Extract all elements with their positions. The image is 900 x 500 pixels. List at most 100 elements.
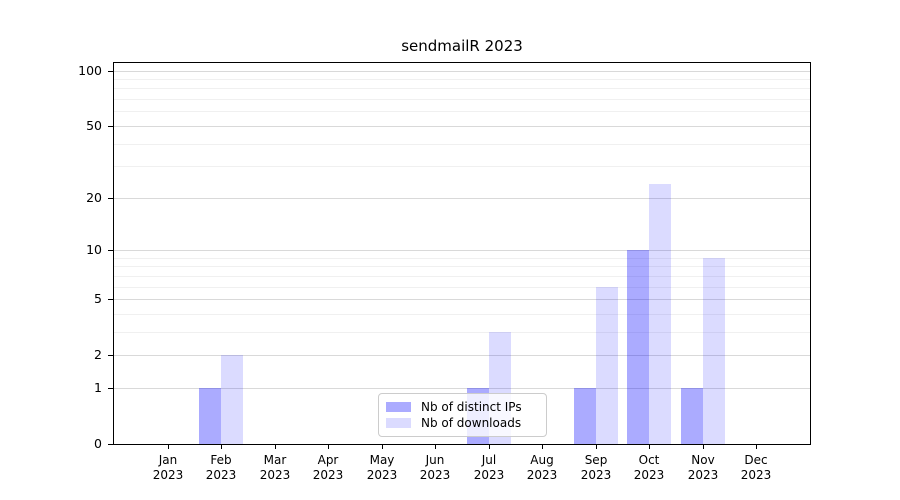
y-tick-label-2: 2	[94, 347, 102, 362]
y-tick-label-1: 1	[94, 380, 102, 395]
x-tick-month: Nov	[691, 453, 715, 467]
plot-area	[113, 62, 811, 445]
x-tick-year: 2023	[687, 468, 719, 482]
legend-label-downloads: Nb of downloads	[421, 415, 522, 430]
x-tick-month: Apr	[317, 453, 339, 467]
gridline-major-2	[114, 355, 810, 356]
x-tick-mark-nov	[703, 445, 704, 449]
legend-swatch-distinct-ips	[386, 402, 411, 412]
x-tick-year: 2023	[205, 468, 237, 482]
x-tick-label-aug: Aug 2023	[512, 453, 572, 483]
y-tick-label-0: 0	[94, 436, 102, 451]
x-tick-year: 2023	[366, 468, 398, 482]
x-tick-month: Sep	[584, 453, 608, 467]
gridline-major-5	[114, 299, 810, 300]
legend-swatch-downloads	[386, 418, 411, 428]
x-tick-month: Oct	[638, 453, 660, 467]
x-tick-mark-aug	[542, 445, 543, 449]
x-tick-label-jul: Jul 2023	[459, 453, 519, 483]
legend: Nb of distinct IPs Nb of downloads	[378, 393, 547, 437]
bar-nb-of-distinct-ips-sep	[574, 387, 596, 444]
x-tick-year: 2023	[633, 468, 665, 482]
legend-item-distinct-ips: Nb of distinct IPs	[386, 399, 538, 415]
gridline-major-1	[114, 388, 810, 389]
x-tick-year: 2023	[152, 468, 184, 482]
y-tick-mark-20	[108, 198, 113, 199]
x-tick-mark-jul	[489, 445, 490, 449]
x-tick-month: Aug	[530, 453, 554, 467]
x-tick-year: 2023	[740, 468, 772, 482]
bar-nb-of-downloads-nov	[703, 257, 725, 444]
x-tick-label-nov: Nov 2023	[673, 453, 733, 483]
x-tick-year: 2023	[312, 468, 344, 482]
y-tick-label-100: 100	[78, 63, 102, 78]
gridline-minor-40	[114, 144, 810, 145]
y-tick-label-10: 10	[86, 242, 102, 257]
x-tick-mark-jun	[435, 445, 436, 449]
bar-nb-of-downloads-feb	[221, 355, 243, 444]
x-tick-month: Feb	[210, 453, 232, 467]
gridline-minor-90	[114, 79, 810, 80]
x-tick-label-jan: Jan 2023	[138, 453, 198, 483]
gridline-minor-60	[114, 111, 810, 112]
gridline-major-10	[114, 250, 810, 251]
bar-nb-of-downloads-oct	[649, 183, 671, 444]
gridline-minor-4	[114, 314, 810, 315]
x-tick-label-may: May 2023	[352, 453, 412, 483]
y-tick-mark-0	[108, 444, 113, 445]
x-tick-year: 2023	[473, 468, 505, 482]
x-tick-label-oct: Oct 2023	[619, 453, 679, 483]
y-tick-mark-5	[108, 299, 113, 300]
x-tick-label-dec: Dec 2023	[726, 453, 786, 483]
gridline-minor-6	[114, 287, 810, 288]
y-tick-mark-2	[108, 355, 113, 356]
chart-title: sendmailR 2023	[401, 37, 523, 55]
y-tick-mark-10	[108, 250, 113, 251]
gridline-minor-30	[114, 166, 810, 167]
x-tick-label-jun: Jun 2023	[405, 453, 465, 483]
x-tick-month: May	[369, 453, 395, 467]
legend-label-distinct-ips: Nb of distinct IPs	[421, 399, 522, 414]
x-tick-month: Dec	[744, 453, 768, 467]
x-tick-year: 2023	[419, 468, 451, 482]
x-tick-mark-dec	[756, 445, 757, 449]
y-tick-mark-50	[108, 126, 113, 127]
x-tick-mark-mar	[275, 445, 276, 449]
y-tick-mark-1	[108, 388, 113, 389]
x-tick-month: Mar	[263, 453, 287, 467]
x-tick-year: 2023	[259, 468, 291, 482]
x-tick-year: 2023	[580, 468, 612, 482]
bar-nb-of-downloads-sep	[596, 286, 618, 444]
bar-nb-of-distinct-ips-oct	[627, 250, 649, 444]
x-tick-month: Jun	[425, 453, 445, 467]
x-tick-month: Jan	[158, 453, 178, 467]
gridline-minor-8	[114, 266, 810, 267]
bar-nb-of-distinct-ips-feb	[199, 387, 221, 444]
x-tick-mark-oct	[649, 445, 650, 449]
y-tick-mark-100	[108, 71, 113, 72]
gridline-major-100	[114, 71, 810, 72]
x-tick-mark-may	[382, 445, 383, 449]
x-tick-label-apr: Apr 2023	[298, 453, 358, 483]
x-tick-year: 2023	[526, 468, 558, 482]
y-tick-label-5: 5	[94, 291, 102, 306]
bar-nb-of-distinct-ips-nov	[681, 387, 703, 444]
x-tick-label-feb: Feb 2023	[191, 453, 251, 483]
gridline-minor-3	[114, 332, 810, 333]
x-tick-label-sep: Sep 2023	[566, 453, 626, 483]
y-tick-label-20: 20	[86, 190, 102, 205]
gridline-major-50	[114, 126, 810, 127]
gridline-minor-7	[114, 276, 810, 277]
legend-item-downloads: Nb of downloads	[386, 415, 538, 431]
x-tick-mark-sep	[596, 445, 597, 449]
y-tick-label-50: 50	[86, 118, 102, 133]
x-tick-mark-feb	[221, 445, 222, 449]
gridline-minor-70	[114, 99, 810, 100]
x-tick-mark-jan	[168, 445, 169, 449]
x-tick-month: Jul	[481, 453, 497, 467]
x-tick-mark-apr	[328, 445, 329, 449]
gridline-minor-80	[114, 88, 810, 89]
x-tick-label-mar: Mar 2023	[245, 453, 305, 483]
gridline-major-20	[114, 198, 810, 199]
